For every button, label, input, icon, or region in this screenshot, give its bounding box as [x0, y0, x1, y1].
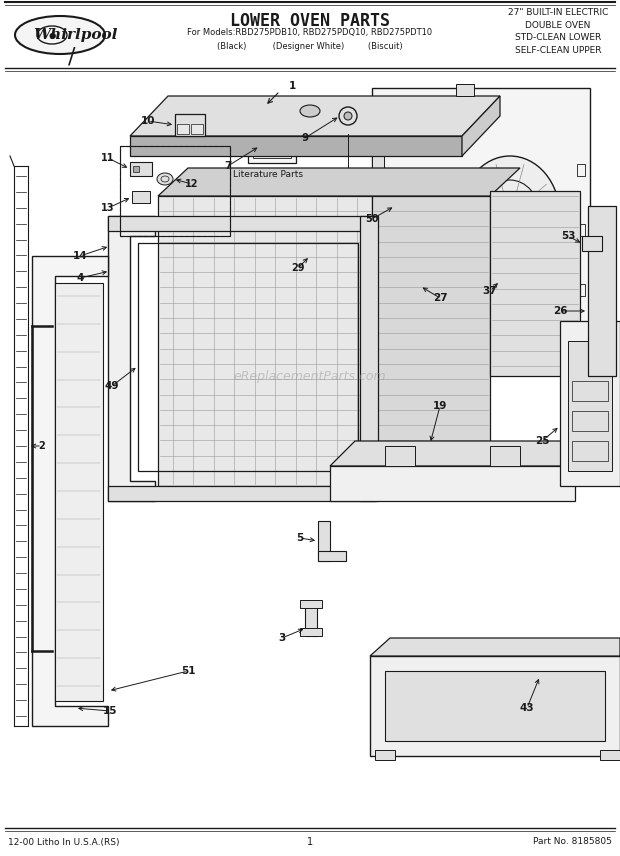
Bar: [133, 166, 139, 172]
Bar: [385, 446, 415, 466]
Text: 29: 29: [291, 263, 305, 273]
Bar: [120, 146, 230, 236]
Text: 27: 27: [433, 293, 447, 303]
Bar: [572, 381, 608, 401]
Bar: [177, 124, 189, 134]
Bar: [191, 124, 203, 134]
Bar: [132, 191, 150, 203]
Text: eReplacementParts.com: eReplacementParts.com: [234, 370, 386, 383]
Bar: [300, 600, 322, 608]
Text: Part No. 8185805: Part No. 8185805: [533, 837, 612, 847]
Polygon shape: [158, 168, 520, 196]
Text: 51: 51: [181, 666, 195, 676]
Polygon shape: [385, 671, 605, 741]
Bar: [248, 103, 296, 163]
Polygon shape: [330, 441, 600, 466]
Text: 13: 13: [101, 203, 115, 213]
Text: 1: 1: [307, 837, 313, 847]
Bar: [318, 551, 346, 561]
Ellipse shape: [15, 16, 105, 54]
Text: ●: ●: [48, 31, 56, 39]
Text: 26: 26: [553, 306, 567, 316]
Text: 43: 43: [520, 703, 534, 713]
Polygon shape: [462, 96, 500, 156]
Text: 4: 4: [76, 273, 84, 283]
Bar: [572, 441, 608, 461]
Text: 37: 37: [483, 286, 497, 296]
Ellipse shape: [500, 204, 520, 228]
Ellipse shape: [339, 107, 357, 125]
Text: 15: 15: [103, 706, 117, 716]
Polygon shape: [108, 216, 155, 501]
Bar: [577, 164, 585, 176]
Text: 25: 25: [534, 436, 549, 446]
Text: (Black)          (Designer White)         (Biscuit): (Black) (Designer White) (Biscuit): [217, 42, 403, 51]
Text: 3: 3: [278, 633, 286, 643]
Text: For Models:RBD275PDB10, RBD275PDQ10, RBD275PDT10: For Models:RBD275PDB10, RBD275PDQ10, RBD…: [187, 28, 433, 37]
Bar: [490, 191, 580, 376]
Ellipse shape: [300, 105, 320, 117]
Polygon shape: [130, 136, 462, 156]
Polygon shape: [330, 466, 575, 501]
Text: 50: 50: [365, 214, 379, 224]
Text: 53: 53: [560, 231, 575, 241]
Polygon shape: [108, 486, 375, 501]
Bar: [582, 236, 602, 251]
Bar: [138, 243, 358, 471]
Bar: [55, 283, 103, 701]
Bar: [318, 521, 330, 561]
Text: 5: 5: [296, 533, 304, 543]
Bar: [490, 446, 520, 466]
Bar: [600, 750, 620, 760]
Bar: [130, 162, 152, 176]
Bar: [577, 284, 585, 296]
Text: 12: 12: [185, 179, 199, 189]
Polygon shape: [360, 216, 378, 501]
Bar: [372, 216, 384, 236]
Text: 27" BUILT-IN ELECTRIC
DOUBLE OVEN
STD-CLEAN LOWER
SELF-CLEAN UPPER: 27" BUILT-IN ELECTRIC DOUBLE OVEN STD-CL…: [508, 8, 608, 55]
Text: 10: 10: [141, 116, 155, 126]
Text: 11: 11: [101, 153, 115, 163]
Bar: [253, 108, 291, 158]
Polygon shape: [370, 656, 620, 756]
Text: /: /: [68, 45, 76, 67]
Bar: [175, 114, 205, 136]
Ellipse shape: [460, 156, 560, 276]
Bar: [300, 628, 322, 636]
Text: 1: 1: [288, 81, 296, 91]
Text: 14: 14: [73, 251, 87, 261]
Text: Literature Parts: Literature Parts: [233, 170, 303, 179]
Bar: [577, 224, 585, 236]
Bar: [572, 411, 608, 431]
Polygon shape: [158, 196, 372, 486]
Polygon shape: [370, 638, 620, 656]
Polygon shape: [108, 216, 375, 231]
Bar: [456, 84, 474, 96]
Polygon shape: [130, 96, 500, 136]
Bar: [375, 750, 395, 760]
Text: 19: 19: [433, 401, 447, 411]
Bar: [305, 601, 317, 636]
Bar: [338, 174, 358, 182]
Ellipse shape: [157, 173, 173, 185]
Text: 49: 49: [105, 381, 119, 391]
Text: 9: 9: [301, 133, 309, 143]
Bar: [568, 341, 612, 471]
Polygon shape: [32, 256, 108, 726]
Text: 2: 2: [38, 441, 45, 451]
Bar: [560, 321, 620, 486]
Text: Whirlpool: Whirlpool: [33, 28, 117, 42]
Bar: [120, 146, 230, 236]
Text: LOWER OVEN PARTS: LOWER OVEN PARTS: [230, 12, 390, 30]
Bar: [372, 88, 590, 338]
Bar: [430, 106, 438, 116]
Text: 7: 7: [224, 161, 232, 171]
Bar: [372, 276, 384, 296]
Bar: [588, 206, 616, 376]
Bar: [450, 106, 458, 116]
Ellipse shape: [344, 112, 352, 120]
Bar: [372, 156, 384, 176]
Text: 12-00 Litho In U.S.A.(RS): 12-00 Litho In U.S.A.(RS): [8, 837, 120, 847]
Polygon shape: [372, 196, 490, 486]
